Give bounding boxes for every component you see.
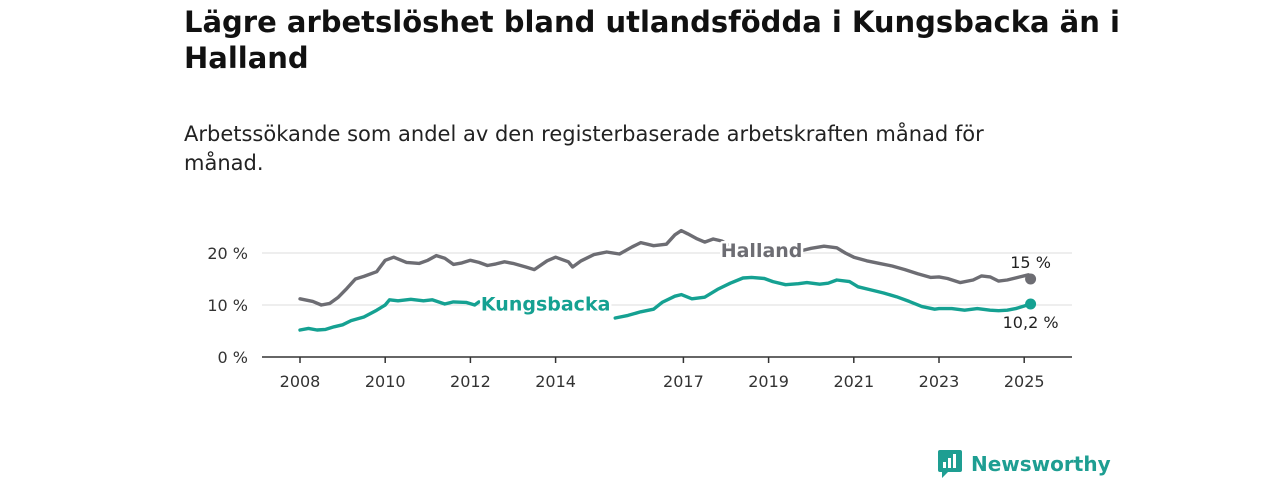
chart-title: Lägre arbetslöshet bland utlandsfödda i … <box>184 5 1120 75</box>
y-tick-label: 10 % <box>207 296 248 315</box>
x-tick-label: 2021 <box>833 372 874 391</box>
series-label-halland: Halland <box>721 240 803 262</box>
y-tick-label: 0 % <box>218 348 248 367</box>
x-tick-label: 2010 <box>365 372 406 391</box>
series-line-halland <box>298 228 1033 307</box>
x-tick-label: 2019 <box>748 372 789 391</box>
end-value-label-kungsbacka: 10,2 % <box>1003 313 1059 332</box>
x-tick-label: 2023 <box>919 372 960 391</box>
y-tick-label: 20 % <box>207 244 248 263</box>
series-end-point-kungsbacka <box>1025 298 1037 310</box>
x-tick-label: 2008 <box>280 372 321 391</box>
end-value-label-halland: 15 % <box>1010 253 1051 272</box>
x-tick-label: 2012 <box>450 372 491 391</box>
series-line-kungsbacka <box>298 275 1033 332</box>
newsworthy-logo-icon <box>938 450 962 478</box>
newsworthy-logo-text: Newsworthy <box>971 452 1111 476</box>
series-label-kungsbacka: Kungsbacka <box>481 294 611 316</box>
x-tick-label: 2017 <box>663 372 704 391</box>
newsworthy-logo: Newsworthy <box>937 449 1111 479</box>
series-end-point-halland <box>1025 273 1037 285</box>
chart-subtitle: Arbetssökande som andel av den registerb… <box>184 122 984 175</box>
x-tick-label: 2014 <box>535 372 576 391</box>
x-tick-label: 2025 <box>1004 372 1045 391</box>
